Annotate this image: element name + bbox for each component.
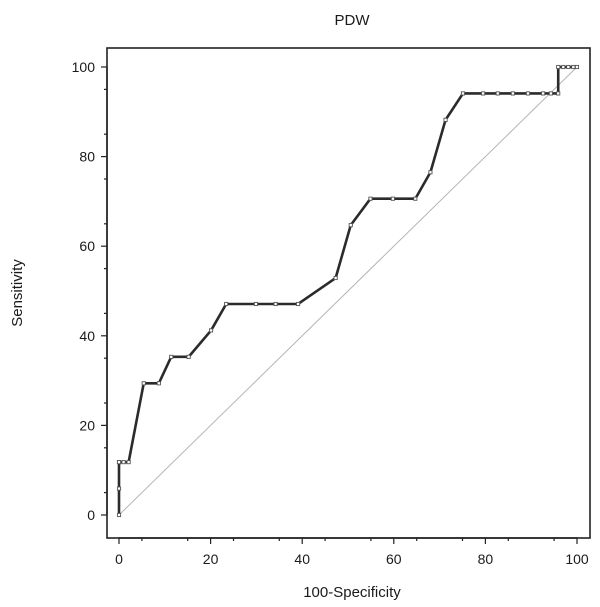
chart-title: PDW [335,12,371,29]
roc-point [510,91,515,96]
roc-points [116,64,580,518]
roc-point [209,328,214,333]
y-axis: 0 20 40 60 80 100 [72,59,108,523]
roc-point [333,275,338,281]
roc-point [390,196,395,201]
roc-point [156,381,161,386]
y-axis-label: Sensitivity [9,259,26,327]
roc-point [556,64,561,70]
roc-point [368,196,373,201]
roc-point [126,460,131,465]
y-tick-label: 40 [79,328,95,344]
y-tick-label: 60 [79,238,95,254]
x-axis-label: 100-Specificity [303,584,401,601]
y-tick-label: 20 [79,417,95,433]
roc-point [141,381,146,386]
roc-point [116,486,122,491]
roc-curve [117,65,577,515]
roc-point [253,301,258,307]
x-tick-label: 60 [386,551,402,567]
reference-diagonal [118,66,578,516]
x-tick-label: 40 [294,551,310,567]
roc-point [574,64,580,70]
roc-point [121,460,126,465]
y-tick-label: 80 [79,149,95,165]
roc-point [571,64,576,70]
roc-point [566,64,571,70]
roc-point [169,354,174,359]
plot-frame [106,47,591,539]
roc-point [296,301,301,307]
roc-point [273,301,278,307]
roc-point [443,117,448,122]
roc-point [495,91,500,96]
roc-point [460,91,466,96]
y-tick-label: 100 [72,59,96,75]
roc-point [116,460,122,465]
roc-point [541,91,546,96]
roc-point [186,354,191,359]
x-axis: 0 20 40 60 80 100 [115,537,589,567]
roc-point [561,64,566,70]
roc-point [413,196,418,201]
y-tick-label: 0 [87,507,95,523]
roc-point [548,91,553,96]
roc-point [556,91,561,96]
x-tick-label: 100 [565,551,589,567]
roc-point [428,170,433,175]
roc-point [348,223,353,228]
x-tick-label: 20 [203,551,219,567]
x-tick-label: 80 [478,551,494,567]
roc-point [224,301,229,307]
roc-point [116,512,122,518]
x-tick-label: 0 [115,551,123,567]
roc-point [525,91,531,96]
roc-point [481,91,486,96]
